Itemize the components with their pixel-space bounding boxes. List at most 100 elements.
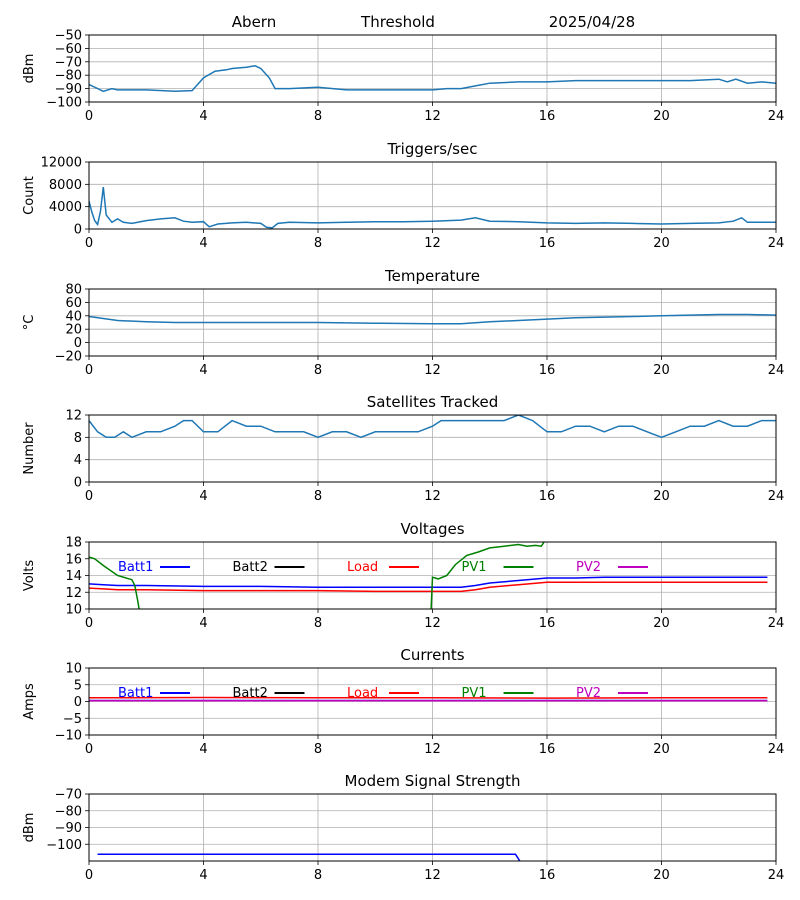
x-tick-label: 0 (85, 363, 93, 378)
x-tick-label: 4 (199, 109, 207, 124)
x-tick-label: 4 (199, 868, 207, 883)
y-tick-label: 18 (65, 536, 82, 551)
series-line (89, 415, 776, 439)
x-tick-label: 0 (85, 109, 93, 124)
chart-title: Satellites Tracked (367, 393, 498, 411)
x-tick-label: 24 (768, 742, 785, 757)
report-date: 2025/04/28 (549, 13, 635, 31)
y-tick-label: 10 (65, 603, 82, 618)
chart-title: Temperature (384, 267, 480, 285)
y-tick-label: −5 (63, 712, 82, 727)
x-tick-label: 16 (539, 363, 556, 378)
y-tick-label: −70 (55, 55, 82, 70)
x-tick-label: 8 (314, 868, 322, 883)
y-tick-label: 10 (65, 662, 82, 677)
x-tick-label: 8 (314, 742, 322, 757)
x-tick-label: 12 (424, 109, 441, 124)
legend-label: PV2 (576, 686, 601, 701)
x-tick-label: 24 (768, 616, 785, 631)
series-line (89, 65, 776, 93)
series-line (89, 576, 768, 588)
y-tick-label: 80 (65, 283, 82, 298)
y-tick-label: 12000 (41, 156, 82, 171)
y-tick-label: −100 (46, 96, 82, 111)
y-tick-label: 0 (74, 695, 82, 710)
station-name: Abern (232, 13, 276, 31)
x-tick-label: 24 (768, 236, 785, 251)
chart-panel: 0 4 8 12 16 20 24 0 4 8 12 Satellites Tracked Number (22, 393, 784, 504)
legend-label: Batt1 (118, 560, 153, 575)
series-line (430, 542, 545, 609)
x-tick-label: 16 (539, 742, 556, 757)
x-tick-label: 0 (85, 616, 93, 631)
x-tick-label: 16 (539, 236, 556, 251)
y-tick-label: 60 (65, 296, 82, 311)
x-tick-label: 16 (539, 109, 556, 124)
x-tick-label: 4 (199, 489, 207, 504)
x-tick-label: 4 (199, 236, 207, 251)
y-tick-label: −70 (55, 788, 82, 803)
x-tick-label: 12 (424, 868, 441, 883)
y-tick-label: 0 (74, 476, 82, 491)
y-axis-label: °C (22, 315, 37, 331)
chart-panel: 0 4 8 12 16 20 24 −100−90−80−70−60−50 dBm (22, 29, 784, 125)
x-tick-label: 20 (653, 742, 670, 757)
y-tick-label: 4 (74, 453, 82, 468)
x-tick-label: 12 (424, 489, 441, 504)
series-line (89, 581, 768, 593)
y-tick-label: 0 (74, 336, 82, 351)
x-tick-label: 4 (199, 363, 207, 378)
legend-label: Load (347, 686, 378, 701)
y-tick-label: 40 (65, 309, 82, 324)
series-line (89, 313, 776, 325)
y-tick-label: 14 (65, 569, 82, 584)
x-tick-label: 8 (314, 489, 322, 504)
y-axis-label: dBm (22, 54, 37, 84)
legend-label: PV2 (576, 560, 601, 575)
chart-title: Currents (400, 646, 464, 664)
x-tick-label: 20 (653, 236, 670, 251)
series-line (89, 556, 140, 609)
x-tick-label: 16 (539, 489, 556, 504)
x-tick-label: 16 (539, 868, 556, 883)
series-line (97, 853, 521, 861)
y-axis-label: Volts (22, 560, 37, 592)
x-tick-label: 0 (85, 742, 93, 757)
legend-label: PV1 (462, 686, 487, 701)
y-tick-label: −50 (55, 29, 82, 44)
x-tick-label: 8 (314, 616, 322, 631)
x-tick-label: 0 (85, 236, 93, 251)
x-tick-label: 20 (653, 363, 670, 378)
x-tick-label: 20 (653, 868, 670, 883)
y-tick-label: −100 (46, 838, 82, 853)
y-axis-label: Amps (22, 683, 37, 720)
y-axis-label: dBm (22, 813, 37, 843)
x-tick-label: 4 (199, 742, 207, 757)
y-tick-label: 16 (65, 552, 82, 567)
x-tick-label: 12 (424, 236, 441, 251)
legend-label: Batt2 (233, 686, 268, 701)
y-tick-label: −80 (55, 69, 82, 84)
y-tick-label: −20 (55, 350, 82, 365)
chart-panel: 0 4 8 12 16 20 24 −100 −90 −80−70 Modem Signal Str… (22, 772, 784, 883)
y-tick-label: 5 (74, 678, 82, 693)
y-axis-label: Count (22, 176, 37, 215)
y-tick-label: 8 (74, 431, 82, 446)
y-tick-label: −10 (55, 729, 82, 744)
x-tick-label: 12 (424, 363, 441, 378)
x-tick-label: 24 (768, 489, 785, 504)
y-tick-label: −80 (55, 804, 82, 819)
legend-label: PV1 (462, 560, 487, 575)
legend-label: Load (347, 560, 378, 575)
y-tick-label: 0 (74, 223, 82, 238)
y-tick-label: 20 (65, 323, 82, 338)
y-axis-label: Number (22, 422, 37, 475)
x-tick-label: 12 (424, 742, 441, 757)
series-line (89, 187, 776, 229)
x-tick-label: 8 (314, 109, 322, 124)
x-tick-label: 12 (424, 616, 441, 631)
